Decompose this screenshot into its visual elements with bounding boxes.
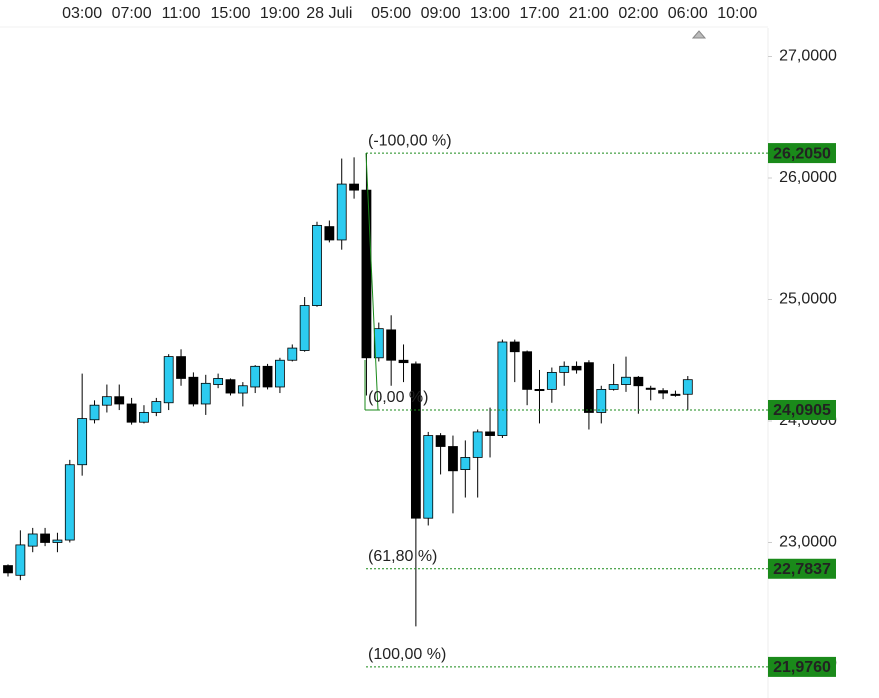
x-tick-label: 13:00 — [470, 5, 510, 22]
candle-body — [176, 356, 186, 379]
candle-body — [262, 365, 273, 388]
candle-body — [163, 356, 174, 404]
candle-body — [596, 388, 607, 413]
candle-body — [27, 533, 38, 547]
fib-price-label: 26,2050 — [773, 145, 831, 162]
candle-body — [3, 565, 13, 574]
candle-body — [621, 376, 631, 385]
candle-body — [608, 384, 619, 390]
candle-body — [670, 393, 681, 396]
candle-body — [151, 401, 162, 413]
candle-body — [497, 341, 508, 436]
candle-body — [52, 539, 63, 543]
candle-body — [250, 365, 261, 388]
candle-body — [213, 378, 224, 385]
fib-price-label: 24,0905 — [773, 402, 831, 419]
candle-body — [398, 359, 409, 364]
x-tick-label: 28 Juli — [306, 5, 352, 22]
candle-body — [522, 351, 533, 390]
candle-body — [139, 412, 149, 423]
candle-body — [410, 363, 421, 519]
candle-body — [472, 431, 483, 458]
candle-body — [349, 183, 359, 191]
candle-body — [324, 226, 335, 241]
x-tick-label: 21:00 — [569, 5, 609, 22]
candle-body — [126, 403, 137, 423]
fib-price-label: 22,7837 — [773, 561, 831, 578]
candle-body — [633, 376, 644, 387]
candle-body — [40, 533, 50, 543]
x-tick-label: 19:00 — [260, 5, 300, 22]
x-tick-label: 06:00 — [668, 5, 708, 22]
candle-body — [423, 435, 434, 519]
fib-price-badge — [768, 558, 836, 579]
y-tick-label: 27,0000 — [779, 48, 837, 65]
fib-level-name: (61,80 %) — [368, 548, 437, 565]
x-tick-label: 11:00 — [162, 5, 201, 22]
candle-body — [101, 396, 112, 406]
x-tick-label: 15:00 — [210, 5, 250, 22]
fib-level-name: (100,00 %) — [368, 646, 446, 663]
fib-price-badge — [768, 143, 836, 164]
candle-body — [336, 183, 347, 241]
x-tick-label: 10:00 — [717, 5, 757, 22]
candle-body — [546, 371, 557, 390]
fib-price-label: 21,9760 — [773, 659, 831, 676]
candle-body — [312, 224, 322, 306]
x-tick-label: 03:00 — [62, 5, 102, 22]
candle-body — [682, 379, 693, 395]
x-tick-label: 05:00 — [371, 5, 411, 22]
fib-price-badge — [768, 399, 836, 420]
candle-body — [77, 418, 88, 466]
candle-body — [89, 404, 100, 421]
candle-body — [386, 329, 397, 361]
candle-body — [460, 457, 471, 470]
candle-body — [435, 435, 446, 447]
candle-body — [361, 189, 372, 359]
x-tick-label: 09:00 — [421, 5, 461, 22]
x-tick-label: 02:00 — [618, 5, 658, 22]
candle-body — [448, 446, 458, 472]
candle-body — [534, 388, 545, 392]
candle-body — [373, 328, 384, 359]
y-tick-label: 26,0000 — [779, 169, 837, 186]
y-tick-label: 23,0000 — [779, 534, 837, 551]
x-tick-label: 17:00 — [519, 5, 559, 22]
fib-level-name: (0,00 %) — [368, 389, 428, 406]
fib-price-badge — [768, 656, 836, 677]
x-tick-label: 07:00 — [112, 5, 152, 22]
candle-body — [287, 347, 298, 361]
candle-body — [15, 544, 26, 576]
candle-body — [114, 396, 125, 405]
candle-body — [64, 464, 75, 541]
y-tick-label: 25,0000 — [779, 291, 837, 308]
candle-body — [658, 390, 668, 394]
candle-body — [509, 341, 520, 353]
candle-body — [584, 362, 594, 413]
candle-body — [299, 305, 310, 351]
fib-level-name: (-100,00 %) — [368, 132, 452, 149]
candle-body — [485, 431, 495, 436]
candle-body — [559, 365, 570, 373]
fib-trend-line — [365, 153, 379, 411]
candle-body — [275, 359, 285, 388]
candle-body — [645, 387, 656, 390]
candle-body — [571, 365, 582, 371]
candle-body — [188, 376, 199, 405]
candle-body — [200, 382, 211, 405]
candle-body — [225, 379, 236, 394]
candle-body — [237, 385, 248, 394]
time-marker — [691, 30, 707, 39]
